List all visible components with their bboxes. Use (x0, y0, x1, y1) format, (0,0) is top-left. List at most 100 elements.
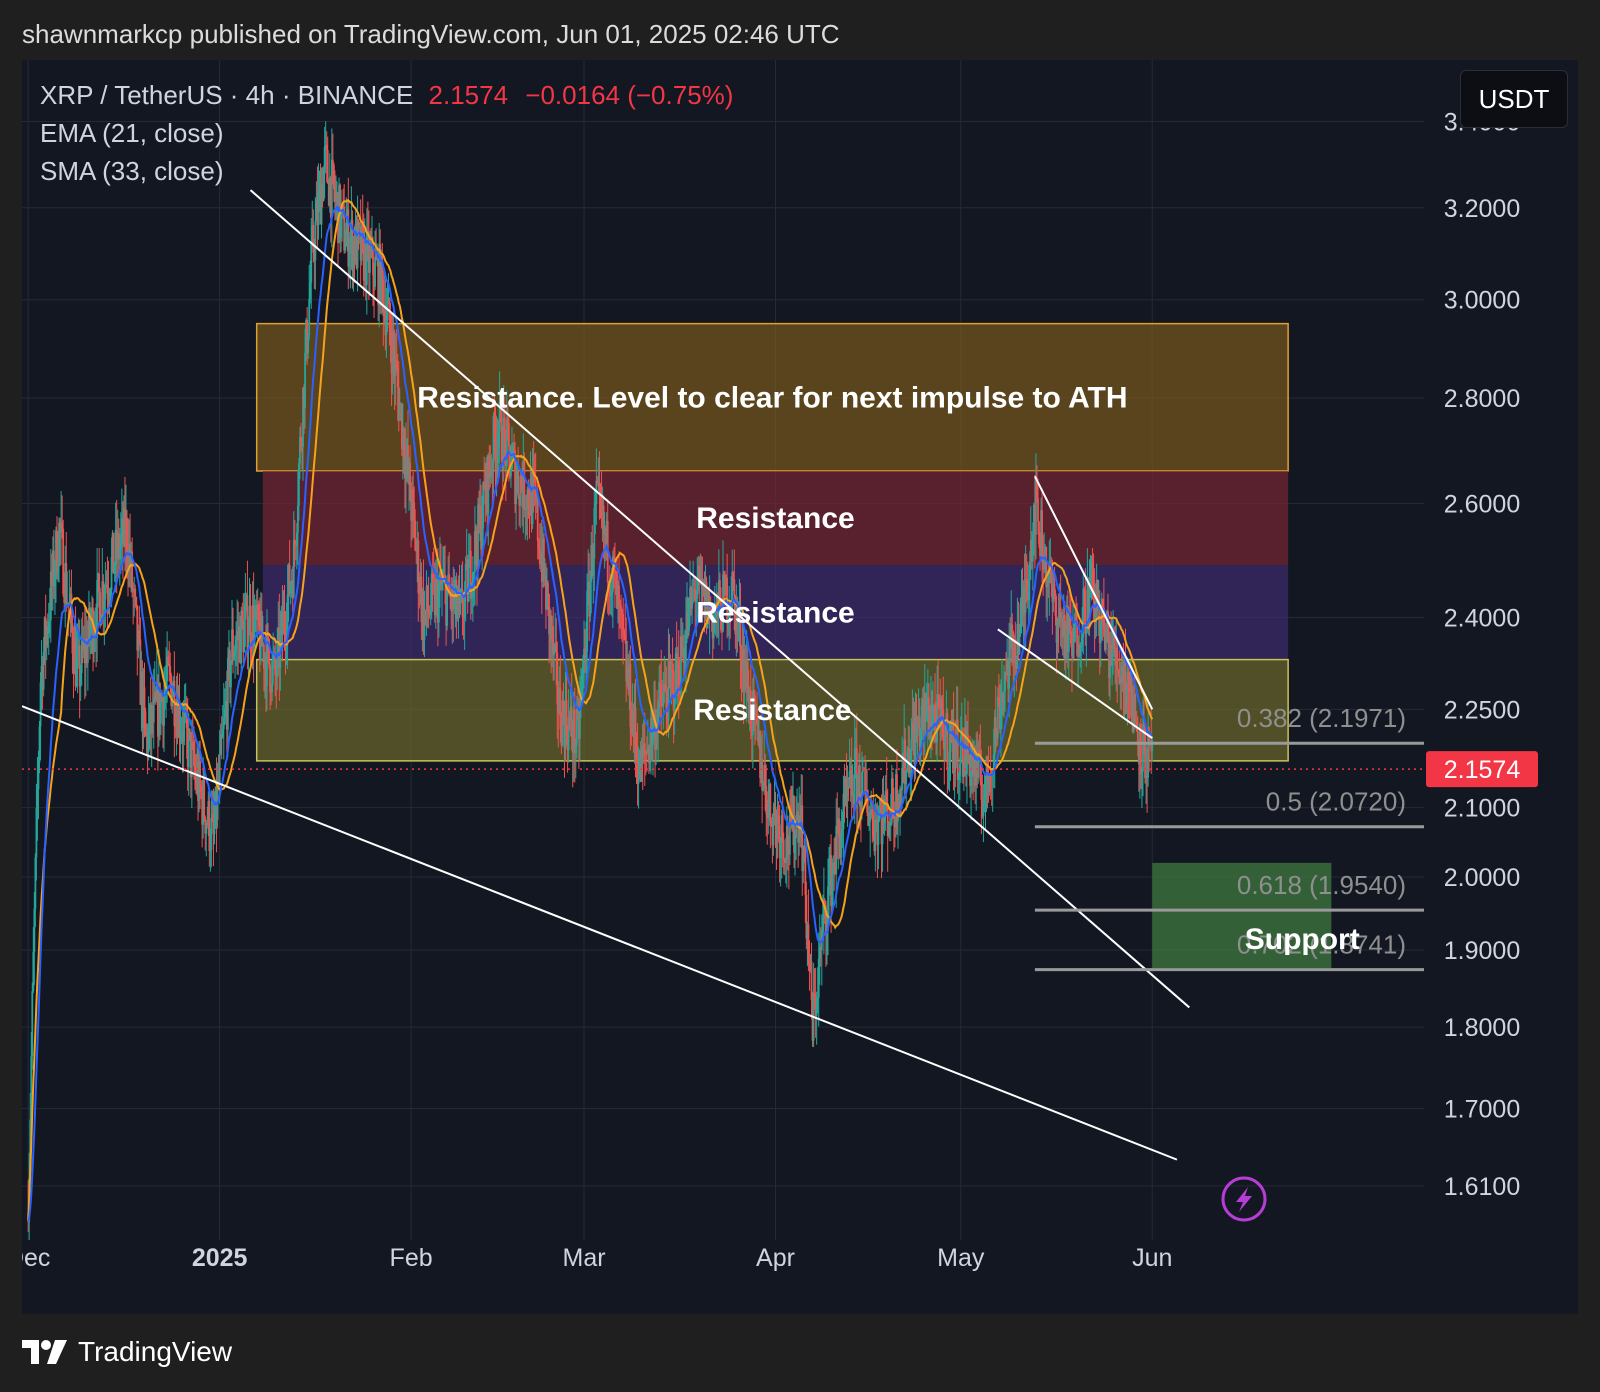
candle-body (271, 660, 274, 693)
candle (664, 661, 667, 692)
candle-body (1148, 734, 1151, 744)
candle (868, 805, 871, 831)
candle-body (597, 482, 600, 484)
candle (386, 280, 389, 332)
candle (309, 260, 312, 304)
candle (1029, 506, 1032, 580)
candle-body (561, 700, 564, 746)
candle (618, 551, 620, 640)
candle (422, 559, 425, 655)
candle-body (671, 669, 674, 671)
candle (629, 645, 632, 750)
candle-body (569, 706, 572, 721)
candle-body (77, 645, 80, 654)
candle-body (773, 806, 776, 814)
y-tick-label: 2.2500 (1444, 696, 1520, 724)
candle (854, 728, 857, 779)
candle (590, 531, 593, 614)
candle (1146, 747, 1148, 813)
candle-body (484, 489, 487, 505)
candle-body (834, 866, 837, 874)
candle-body (457, 589, 460, 611)
candle-body (1052, 583, 1055, 602)
candle-body (174, 725, 177, 728)
candle (810, 942, 813, 1020)
candle-body (91, 608, 93, 628)
candle-body (51, 550, 54, 586)
indicator-sma[interactable]: SMA (33, close) (40, 156, 224, 186)
candle (34, 853, 37, 928)
candle-body (853, 748, 856, 804)
candle-body (1008, 639, 1011, 689)
candle-body (369, 248, 371, 273)
candle-body (223, 708, 226, 718)
candle (407, 410, 409, 485)
candle-body (1075, 613, 1077, 621)
lightning-icon[interactable] (1221, 1176, 1267, 1222)
candle (117, 518, 120, 578)
candle-body (321, 184, 324, 201)
candle (96, 547, 99, 662)
candle-body (423, 609, 426, 641)
indicator-ema[interactable]: EMA (21, close) (40, 118, 224, 148)
candle-body (307, 334, 310, 354)
candle (264, 651, 266, 699)
candle-body (712, 619, 715, 639)
candle (627, 653, 630, 696)
candle (323, 126, 326, 199)
candle (675, 621, 678, 696)
candle-body (596, 480, 599, 484)
candle (55, 526, 57, 603)
candle-body (782, 839, 785, 860)
candle-body (965, 727, 967, 775)
candle-body (687, 612, 689, 632)
candle-body (680, 636, 683, 658)
candle (272, 632, 275, 685)
candle-body (524, 508, 527, 510)
candle-body (693, 589, 696, 591)
candle-body (432, 578, 435, 580)
candle-body (1012, 631, 1015, 662)
trendline (997, 628, 1153, 739)
candle (919, 727, 922, 767)
candle-body (1109, 645, 1111, 679)
candle (765, 764, 768, 837)
candle (80, 618, 83, 686)
candle (544, 558, 546, 587)
symbol-line[interactable]: XRP / TetherUS · 4h · BINANCE (40, 80, 414, 110)
candle-body (678, 689, 681, 694)
candle-body (497, 431, 500, 450)
candle (761, 730, 764, 824)
candle-body (761, 759, 764, 791)
candle (123, 495, 125, 548)
candle (207, 791, 210, 836)
candle-body (257, 604, 260, 628)
chart-area[interactable]: 0.382 (2.1971) 0.5 (2.0720) 0.618 (1.9540)… (22, 60, 1578, 1314)
candle-body (1011, 624, 1014, 632)
candle (292, 511, 295, 600)
price-chart[interactable]: 0.382 (2.1971)0.5 (2.0720)0.618 (1.9540)… (22, 60, 1578, 1314)
candle-body (211, 814, 214, 819)
candle-body (984, 782, 987, 797)
candle-body (453, 598, 456, 609)
candle-body (39, 682, 42, 727)
candle-body (312, 225, 315, 253)
candle (1065, 595, 1068, 664)
candle (758, 717, 760, 749)
candle-body (758, 731, 760, 742)
candle-body (665, 690, 668, 708)
candle-body (1078, 644, 1081, 657)
candle (1126, 657, 1129, 726)
candle (894, 801, 896, 848)
currency-button[interactable]: USDT (1460, 70, 1568, 128)
candle (265, 624, 267, 712)
candle-body (930, 705, 932, 727)
candle-body (300, 436, 302, 445)
candle-body (93, 636, 95, 652)
candle-body (876, 819, 879, 845)
candle-body (278, 627, 281, 668)
candle-body (557, 703, 560, 712)
candle-body (713, 618, 716, 620)
zone-gold (255, 322, 1289, 472)
candle-body (903, 739, 906, 783)
